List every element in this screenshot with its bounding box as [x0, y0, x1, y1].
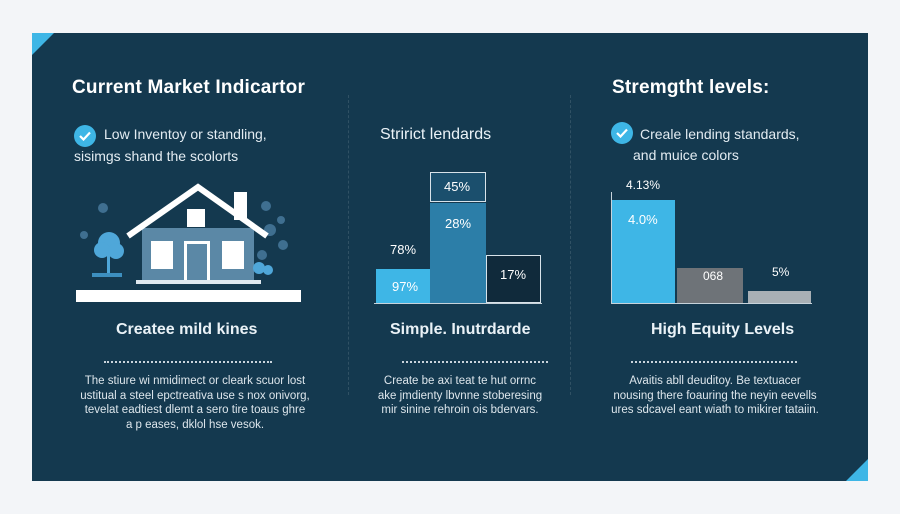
column-divider: [348, 95, 349, 395]
col1-check-text-2: sisimgs shand the scolorts: [74, 148, 239, 164]
bar-label: 17%: [500, 267, 527, 282]
check-icon: [74, 125, 96, 147]
dotted-divider: [402, 361, 548, 363]
bar-label: 78%: [390, 242, 417, 257]
col3-title: Stremgtht levels:: [612, 77, 770, 98]
chart-baseline: [611, 303, 812, 304]
col3-description: Avaitis abll deuditoy. Be textuacer nous…: [611, 375, 819, 416]
bar-label: 4.0%: [628, 212, 658, 227]
corner-accent-bottom-right: [846, 459, 868, 481]
chart-axis: [611, 192, 612, 303]
dotted-divider: [104, 361, 272, 363]
col1-check-text: Low Inventoy or standling,: [104, 126, 267, 142]
bar-label: 45%: [444, 179, 471, 194]
bar-label: 28%: [445, 216, 472, 231]
chart-bar: [612, 200, 675, 303]
col1-title: Current Market Indicartor: [72, 77, 306, 98]
chart-bar: [486, 255, 541, 303]
bar-label: 4.13%: [626, 178, 661, 192]
house-with-trees-icon: [76, 183, 301, 302]
chart-bar: [430, 203, 486, 303]
column-divider: [570, 95, 571, 395]
bar-label: 5%: [772, 265, 790, 279]
dotted-divider: [631, 361, 797, 363]
col1-description: The stiure wi nmidimect or cleark scuor …: [80, 375, 310, 431]
check-icon: [611, 122, 633, 144]
col3-check-text-2: and muice colors: [633, 147, 739, 163]
col1-caption: Createe mild kines: [116, 321, 258, 338]
bar-label: 97%: [392, 279, 419, 294]
chart-bar: [677, 268, 743, 303]
chart-bar: [430, 172, 486, 202]
col2-description: Create be axi teat te hut orrnc ake jmdi…: [377, 375, 543, 416]
chart-bar: [376, 269, 430, 303]
bar-label: 068: [703, 269, 724, 283]
col2-title: Stririct lendards: [380, 126, 492, 143]
corner-accent-top-left: [32, 33, 54, 55]
col2-caption: Simple. Inutrdarde: [390, 321, 531, 338]
chart-baseline: [374, 303, 542, 304]
col3-caption: High Equity Levels: [651, 321, 795, 338]
chart-bar: [748, 291, 811, 303]
col3-check-text: Creale lending standards,: [640, 126, 800, 142]
